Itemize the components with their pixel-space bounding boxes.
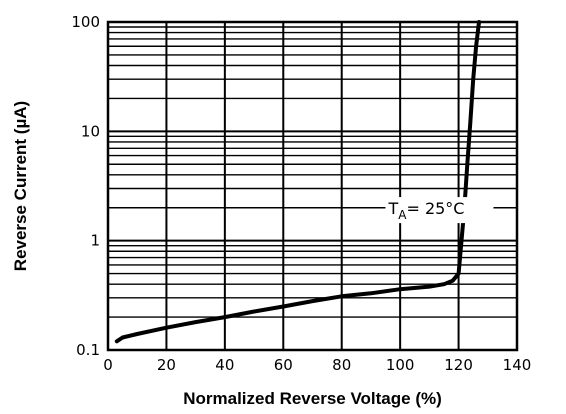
y-tick-label: 0.1 bbox=[76, 341, 100, 359]
x-axis-title: Normalized Reverse Voltage (%) bbox=[183, 389, 442, 408]
grid bbox=[108, 22, 517, 350]
x-tick-label: 100 bbox=[386, 356, 415, 374]
plot-frame bbox=[106, 20, 519, 352]
x-tick-label: 40 bbox=[215, 356, 234, 374]
x-tick-label: 120 bbox=[444, 356, 473, 374]
tick-labels: 0 20 40 60 80 100 120 140 0.1 1 10 100 bbox=[71, 13, 531, 374]
x-tick-label: 60 bbox=[274, 356, 293, 374]
y-tick-label: 100 bbox=[71, 13, 100, 31]
y-tick-label: 10 bbox=[81, 122, 100, 140]
y-axis-title: Reverse Current (µA) bbox=[11, 101, 30, 271]
y-tick-label: 1 bbox=[90, 232, 100, 250]
x-tick-label: 0 bbox=[103, 356, 113, 374]
x-tick-label: 20 bbox=[157, 356, 176, 374]
temperature-annotation: TA= 25°C bbox=[387, 199, 464, 222]
x-tick-label: 140 bbox=[503, 356, 532, 374]
series-layer bbox=[114, 20, 481, 344]
x-tick-label: 80 bbox=[332, 356, 351, 374]
annotation-background bbox=[385, 197, 494, 224]
series-line bbox=[114, 20, 481, 344]
